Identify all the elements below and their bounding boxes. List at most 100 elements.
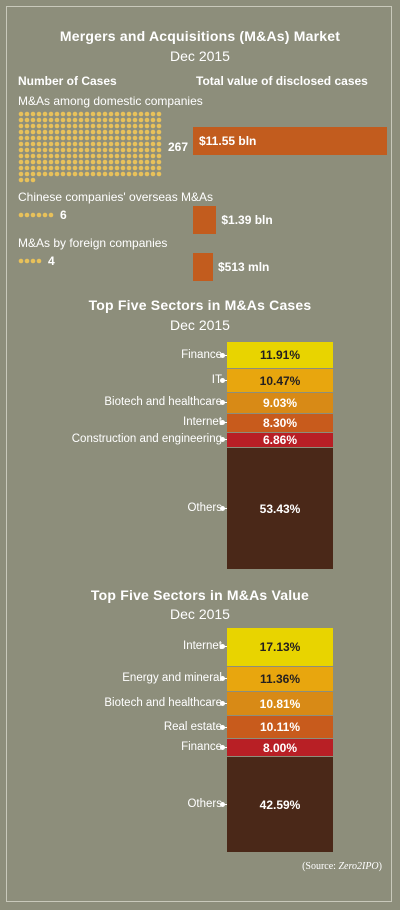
sector-segment: 17.13% <box>227 627 333 666</box>
case-dot <box>48 212 54 218</box>
case-dot <box>42 123 48 129</box>
case-dot <box>30 177 36 183</box>
case-dot <box>66 111 72 117</box>
case-dot <box>36 111 42 117</box>
case-dot <box>72 171 78 177</box>
value-subtitle: Dec 2015 <box>170 606 230 622</box>
case-dot <box>66 135 72 141</box>
case-dot <box>36 123 42 129</box>
case-dot <box>72 111 78 117</box>
case-dot <box>144 135 150 141</box>
case-dot <box>42 171 48 177</box>
case-dot <box>18 212 24 218</box>
case-dot <box>144 165 150 171</box>
case-dot <box>108 171 114 177</box>
value-label: $1.39 bln <box>221 213 273 227</box>
case-dot <box>24 135 30 141</box>
case-count-value: 267 <box>168 140 189 154</box>
case-dot <box>18 135 24 141</box>
case-dot <box>24 129 30 135</box>
case-dot <box>18 111 24 117</box>
market-category-label: Chinese companies' overseas M&As <box>18 190 214 204</box>
case-dot <box>42 159 48 165</box>
case-dot <box>102 141 108 147</box>
case-dot <box>84 171 90 177</box>
sector-name-label: Biotech and healthcare <box>104 697 222 710</box>
case-dot <box>126 147 132 153</box>
case-dot <box>36 212 42 218</box>
case-dot <box>120 117 126 123</box>
case-dot <box>138 129 144 135</box>
sector-segment: 10.81% <box>227 691 333 716</box>
case-dot <box>30 171 36 177</box>
case-dot <box>120 147 126 153</box>
sector-name-label: Finance <box>181 348 222 361</box>
case-dot <box>72 159 78 165</box>
sector-name-label: Finance <box>181 741 222 754</box>
case-dot <box>30 258 36 264</box>
case-dot <box>84 165 90 171</box>
sector-percent-label: 10.81% <box>259 696 301 711</box>
case-dot <box>48 171 54 177</box>
case-dot <box>36 117 42 123</box>
case-dot <box>108 135 114 141</box>
case-dot <box>24 159 30 165</box>
case-dot <box>60 171 66 177</box>
case-dot <box>72 117 78 123</box>
case-dot <box>156 153 162 159</box>
case-dot <box>54 135 60 141</box>
case-dot <box>60 141 66 147</box>
case-dot <box>96 141 102 147</box>
case-dot <box>84 123 90 129</box>
case-dot <box>126 117 132 123</box>
sector-segment: 11.91% <box>227 341 333 369</box>
case-dot <box>24 165 30 171</box>
case-dot <box>120 159 126 165</box>
case-dot <box>72 165 78 171</box>
sector-percent-label: 53.43% <box>259 501 301 516</box>
sector-percent-label: 11.91% <box>259 348 301 363</box>
case-dot <box>84 111 90 117</box>
case-dot <box>78 129 84 135</box>
case-dot <box>156 135 162 141</box>
sector-percent-label: 8.30% <box>262 415 298 430</box>
case-dot <box>96 147 102 153</box>
case-dot <box>78 123 84 129</box>
case-dot <box>90 111 96 117</box>
case-dot <box>30 159 36 165</box>
case-dot <box>126 135 132 141</box>
case-dot <box>138 117 144 123</box>
case-dot <box>138 171 144 177</box>
case-dot <box>30 135 36 141</box>
sector-segment: 9.03% <box>227 392 333 413</box>
case-dot <box>18 117 24 123</box>
case-dot <box>102 171 108 177</box>
case-dot <box>108 165 114 171</box>
case-dot <box>36 258 42 264</box>
case-dot <box>90 117 96 123</box>
case-dot <box>18 129 24 135</box>
case-dot <box>150 147 156 153</box>
case-dot <box>24 147 30 153</box>
case-dot <box>60 111 66 117</box>
case-dot <box>30 153 36 159</box>
sector-percent-label: 10.11% <box>259 720 301 735</box>
case-dot <box>42 111 48 117</box>
sector-name-label: Energy and mineral <box>122 672 222 685</box>
case-dot <box>66 141 72 147</box>
cases-subtitle: Dec 2015 <box>170 317 230 333</box>
case-dot <box>54 147 60 153</box>
case-dot <box>84 153 90 159</box>
case-dot <box>90 129 96 135</box>
case-dot <box>18 123 24 129</box>
case-dot <box>78 135 84 141</box>
case-dot <box>144 123 150 129</box>
sector-segment: 6.86% <box>227 431 333 448</box>
case-dot <box>96 165 102 171</box>
case-dot <box>84 141 90 147</box>
case-dot <box>60 123 66 129</box>
sector-percent-label: 11.36% <box>259 671 301 686</box>
case-dot <box>108 111 114 117</box>
infographic-frame <box>6 6 392 902</box>
case-dot <box>114 147 120 153</box>
